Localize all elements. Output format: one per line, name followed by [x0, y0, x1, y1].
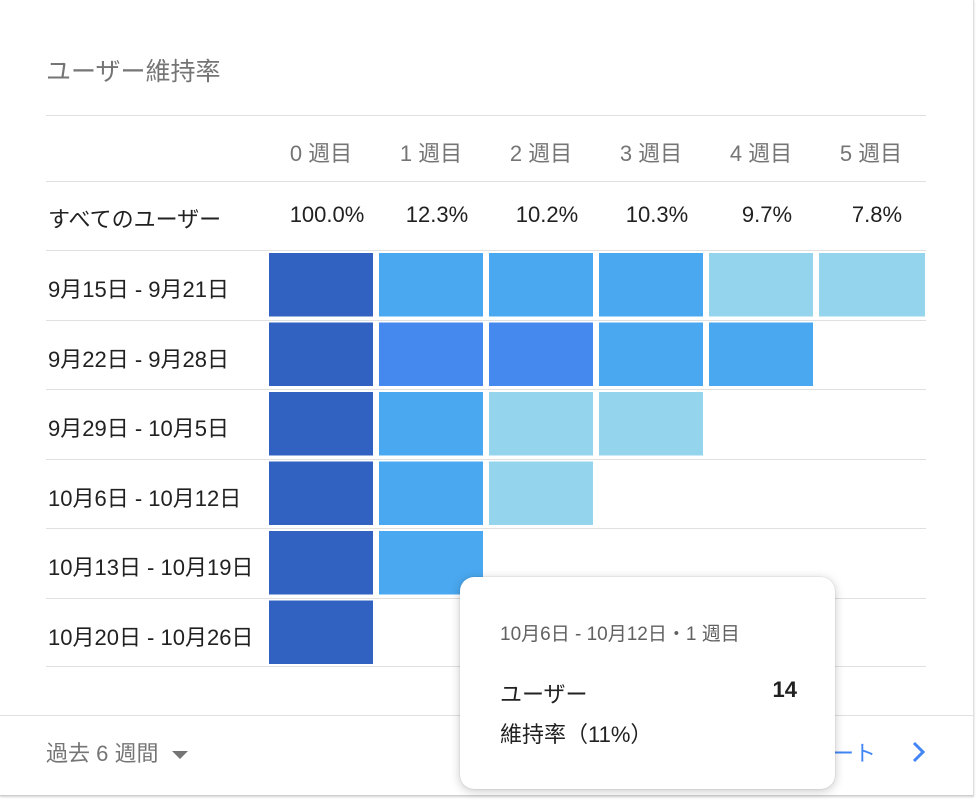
cohort-label: 10月6日 - 10月12日	[48, 486, 242, 511]
all-users-value-week-1: 12.3%	[405, 202, 469, 227]
all-users-value-week-5: 7.8%	[851, 202, 903, 227]
header-divider	[46, 115, 926, 116]
heatmap-cell[interactable]	[709, 322, 813, 387]
heatmap-cell[interactable]	[379, 253, 483, 317]
column-header-week-1: 1 週目	[399, 141, 463, 166]
tooltip-header: 10月6日 - 10月12日・1 週目	[500, 624, 740, 645]
divider	[46, 528, 926, 529]
heatmap-cell[interactable]	[709, 253, 813, 317]
view-report-link[interactable]: ート	[832, 741, 877, 766]
heatmap-cell[interactable]	[599, 392, 703, 456]
heatmap-cell[interactable]	[819, 253, 925, 317]
cohort-label: 10月13日 - 10月19日	[48, 555, 254, 580]
divider	[46, 459, 926, 460]
chevron-right-icon[interactable]	[908, 740, 928, 764]
heatmap-cell[interactable]	[269, 392, 373, 456]
period-label: 過去 6 週間	[46, 741, 159, 766]
heatmap-cell[interactable]	[269, 461, 373, 526]
divider	[46, 389, 926, 390]
heatmap-cell[interactable]	[269, 531, 373, 595]
cohort-label: 9月29日 - 10月5日	[48, 416, 229, 441]
heatmap-cell[interactable]	[489, 461, 593, 526]
cohort-label: 10月20日 - 10月26日	[48, 625, 254, 650]
heatmap-cell[interactable]	[269, 253, 373, 317]
heatmap-cell[interactable]	[599, 253, 703, 317]
divider	[46, 320, 926, 321]
all-users-value-week-3: 10.3%	[625, 202, 689, 227]
column-header-week-3: 3 週目	[619, 141, 683, 166]
all-users-label: すべてのユーザー	[48, 207, 222, 232]
divider	[46, 181, 926, 182]
heatmap-cell[interactable]	[379, 322, 483, 387]
all-users-value-week-0: 100.0%	[289, 202, 365, 227]
tooltip-retention-label: 維持率（11%）	[500, 722, 653, 747]
all-users-value-week-4: 9.7%	[741, 202, 793, 227]
tooltip-users-value: 14	[772, 677, 797, 702]
period-dropdown[interactable]: 過去 6 週間	[46, 736, 189, 768]
card-title: ユーザー維持率	[46, 58, 221, 86]
column-header-week-0: 0 週目	[289, 141, 353, 166]
heatmap-cell[interactable]	[599, 322, 703, 387]
cohort-label: 9月22日 - 9月28日	[48, 347, 229, 372]
caret-down-icon	[172, 751, 189, 760]
column-header-week-4: 4 週目	[729, 141, 793, 166]
column-header-week-2: 2 週目	[509, 141, 573, 166]
divider	[46, 250, 926, 251]
heatmap-cell[interactable]	[489, 392, 593, 456]
heatmap-cell[interactable]	[489, 253, 593, 317]
heatmap-cell[interactable]	[269, 322, 373, 387]
heatmap-cell[interactable]	[269, 600, 373, 665]
tooltip-users-label: ユーザー	[500, 682, 588, 707]
cell-tooltip: 10月6日 - 10月12日・1 週目 ユーザー 14 維持率（11%）	[460, 577, 835, 789]
all-users-value-week-2: 10.2%	[515, 202, 579, 227]
retention-heatmap	[269, 253, 925, 665]
cohort-label: 9月15日 - 9月21日	[48, 277, 229, 302]
heatmap-cell[interactable]	[489, 322, 593, 387]
column-header-week-5: 5 週目	[839, 141, 903, 166]
heatmap-cell[interactable]	[379, 392, 483, 456]
heatmap-cell[interactable]	[379, 461, 483, 526]
